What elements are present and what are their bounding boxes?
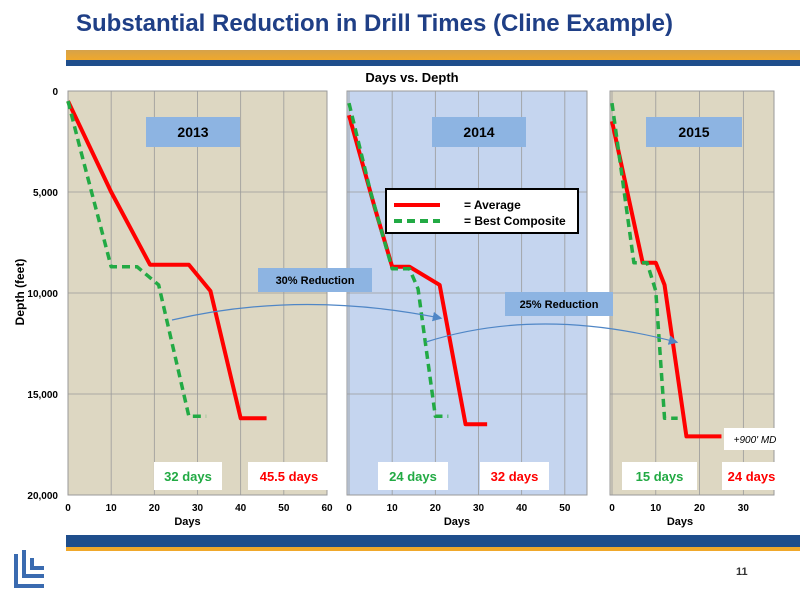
average-days-label: 24 days bbox=[728, 469, 776, 484]
year-label-box bbox=[646, 117, 742, 147]
reduction-label: 30% Reduction bbox=[276, 275, 355, 287]
md-annotation: +900' MD bbox=[734, 435, 777, 446]
average-days-box bbox=[480, 462, 549, 490]
x-axis-label: Days bbox=[174, 516, 200, 528]
x-tick-label: 20 bbox=[694, 503, 706, 514]
average-days-label: 32 days bbox=[491, 469, 539, 484]
x-tick-label: 60 bbox=[321, 503, 333, 514]
best-days-box bbox=[378, 462, 448, 490]
best-composite-line-2015 bbox=[610, 102, 678, 420]
y-tick-label: 0 bbox=[52, 87, 58, 98]
page-number: 11 bbox=[736, 566, 748, 578]
y-tick-label: 10,000 bbox=[27, 289, 58, 300]
best-composite-days-label: 24 days bbox=[389, 469, 437, 484]
x-tick-label: 10 bbox=[387, 503, 399, 514]
year-label: 2015 bbox=[678, 124, 709, 140]
x-tick-label: 10 bbox=[106, 503, 118, 514]
chart-title: Days vs. Depth bbox=[365, 70, 458, 85]
average-days-box bbox=[722, 462, 781, 490]
best-days-box bbox=[154, 462, 222, 490]
x-tick-label: 40 bbox=[235, 503, 247, 514]
year-label: 2013 bbox=[177, 124, 208, 140]
x-tick-label: 0 bbox=[609, 503, 615, 514]
x-tick-label: 30 bbox=[473, 503, 485, 514]
x-axis-label: Days bbox=[444, 516, 470, 528]
x-tick-label: 0 bbox=[65, 503, 71, 514]
x-tick-label: 30 bbox=[738, 503, 750, 514]
x-tick-label: 50 bbox=[559, 503, 571, 514]
reduction-label-box bbox=[258, 268, 372, 292]
x-tick-label: 10 bbox=[650, 503, 662, 514]
x-tick-label: 40 bbox=[516, 503, 528, 514]
y-tick-label: 15,000 bbox=[27, 390, 58, 401]
legend-box bbox=[385, 188, 579, 234]
average-line-2013 bbox=[66, 100, 267, 421]
panel-2013: 0 10 20 30 40 50 60 Days 2013 32 days 45.5 days bbox=[65, 90, 333, 528]
average-days-box bbox=[248, 462, 330, 490]
reduction-label-box bbox=[505, 292, 613, 316]
md-annotation-box bbox=[724, 428, 786, 450]
y-axis-label: Depth (feet) bbox=[13, 259, 27, 326]
y-tick-label: 5,000 bbox=[33, 188, 58, 199]
legend-average-label: = Average bbox=[464, 198, 521, 212]
year-label-box bbox=[432, 117, 526, 147]
legend: = Average = Best Composite bbox=[385, 188, 579, 234]
footer-blue-band bbox=[66, 535, 800, 547]
header-blue-band bbox=[66, 60, 800, 66]
reduction-arrow bbox=[425, 323, 679, 345]
best-composite-days-label: 15 days bbox=[636, 469, 684, 484]
best-days-box bbox=[622, 462, 697, 490]
x-axis-label: Days bbox=[667, 516, 693, 528]
year-label-box bbox=[146, 117, 240, 147]
best-composite-days-label: 32 days bbox=[164, 469, 212, 484]
company-logo bbox=[14, 550, 44, 588]
reduction-label: 25% Reduction bbox=[520, 299, 599, 311]
panel-2015: 0 10 20 30 Days 2015 15 days 24 days +900' MD bbox=[609, 90, 786, 528]
year-label: 2014 bbox=[463, 124, 494, 140]
header-orange-band bbox=[66, 50, 800, 60]
best-composite-line-2014 bbox=[347, 102, 449, 418]
x-tick-label: 20 bbox=[430, 503, 442, 514]
best-composite-line-2013 bbox=[66, 100, 207, 418]
average-days-label: 45.5 days bbox=[260, 469, 319, 484]
x-tick-label: 50 bbox=[278, 503, 290, 514]
reduction-arrow bbox=[171, 303, 443, 322]
x-tick-label: 30 bbox=[192, 503, 204, 514]
footer-orange-band bbox=[66, 547, 800, 551]
slide-title: Substantial Reduction in Drill Times (Cl… bbox=[76, 10, 673, 37]
x-tick-label: 20 bbox=[149, 503, 161, 514]
legend-best-composite-label: = Best Composite bbox=[464, 214, 566, 228]
x-tick-label: 0 bbox=[346, 503, 352, 514]
y-tick-label: 20,000 bbox=[27, 491, 58, 502]
